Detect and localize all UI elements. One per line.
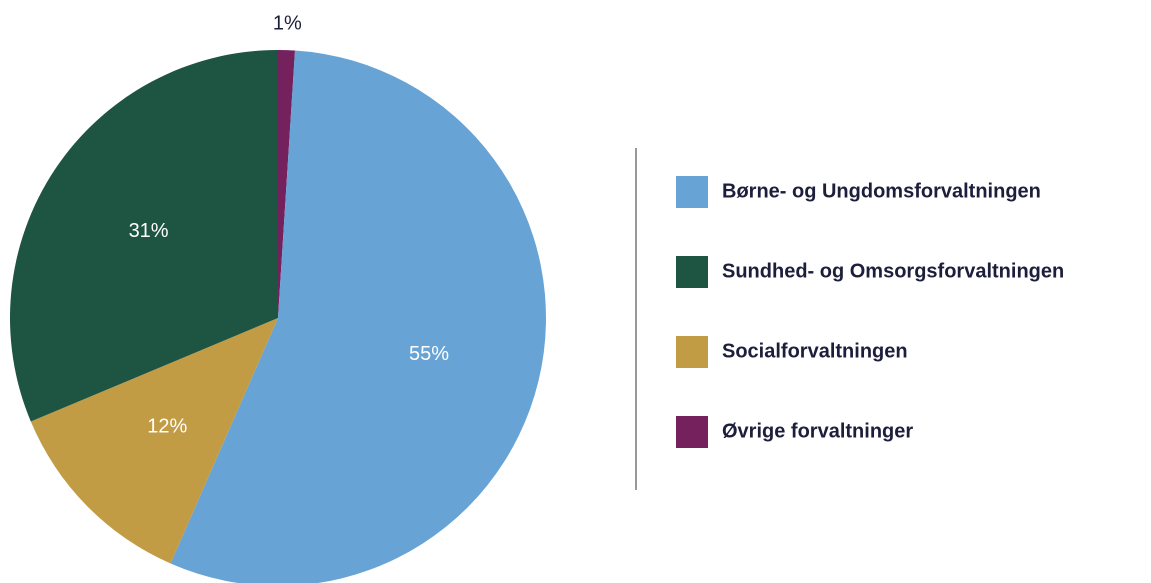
legend-label: Socialforvaltningen [722, 340, 908, 362]
pie-slice [10, 50, 279, 422]
slice-label: 12% [147, 415, 187, 437]
legend-swatch [676, 256, 708, 288]
legend-label: Øvrige forvaltninger [722, 420, 913, 442]
legend-swatch [676, 336, 708, 368]
slice-label: 55% [409, 343, 449, 365]
slice-label: 31% [129, 220, 169, 242]
legend-swatch [676, 416, 708, 448]
slice-label: 1% [273, 12, 302, 34]
pie-slice [170, 50, 546, 583]
pie-slice [278, 50, 295, 318]
legend-swatch [676, 176, 708, 208]
legend-label: Sundhed- og Omsorgsforvaltningen [722, 260, 1064, 282]
legend-label: Børne- og Ungdomsforvaltningen [722, 180, 1041, 202]
pie-slice [30, 318, 278, 564]
